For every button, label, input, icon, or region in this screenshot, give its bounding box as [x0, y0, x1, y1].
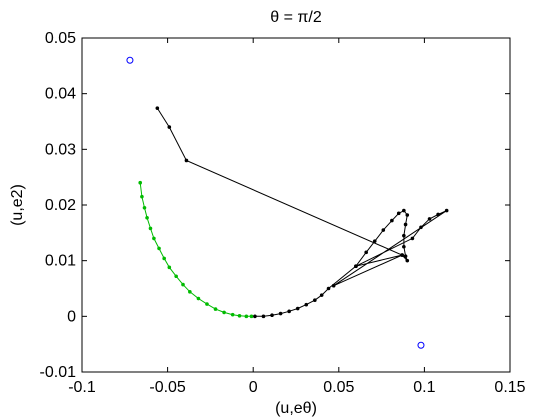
data-point — [138, 180, 143, 185]
data-point — [244, 314, 249, 319]
data-point — [403, 254, 408, 259]
data-point — [237, 313, 242, 318]
series-layer — [126, 56, 449, 349]
chart-title: θ = π/2 — [270, 9, 322, 26]
y-tick-label: 0.03 — [45, 141, 76, 158]
y-tick-label: 0.04 — [45, 86, 76, 103]
marker-circle — [126, 56, 134, 64]
data-point — [287, 309, 291, 314]
data-point — [230, 312, 235, 317]
data-point — [402, 208, 406, 213]
y-tick-label: -0.01 — [40, 364, 77, 381]
data-point — [145, 216, 149, 220]
data-point — [313, 298, 317, 302]
data-point — [402, 233, 406, 238]
data-point — [155, 106, 160, 110]
data-point — [162, 256, 166, 261]
data-point — [354, 264, 358, 269]
data-point — [390, 218, 394, 223]
series-blue-circles — [126, 56, 425, 349]
x-tick-label: 0.05 — [323, 379, 354, 396]
tick-layer: -0.1 -0.05 0 0.05 0.1 0.15 -0.01 0 0.01 0.02 0.03 0… — [40, 30, 526, 396]
data-point — [205, 302, 209, 306]
data-point — [396, 211, 401, 216]
x-tick-label: 0 — [249, 379, 258, 396]
y-tick-label: 0.02 — [45, 197, 76, 214]
x-tick-label: -0.1 — [68, 379, 96, 396]
data-point — [152, 236, 156, 241]
data-point — [410, 236, 415, 241]
data-point — [222, 310, 226, 315]
data-point — [405, 258, 410, 263]
data-point — [261, 314, 266, 319]
data-point — [181, 282, 185, 287]
series-green-dots-line — [138, 180, 254, 319]
data-point — [148, 226, 153, 231]
data-point — [196, 296, 201, 301]
data-point — [436, 212, 440, 217]
data-point — [403, 222, 408, 227]
y-tick-label: 0.05 — [45, 30, 76, 47]
data-point — [253, 314, 257, 319]
data-point — [372, 239, 377, 243]
data-point — [304, 302, 309, 307]
marker-circle — [417, 341, 425, 349]
data-point — [405, 213, 410, 217]
data-point — [278, 311, 283, 316]
data-point — [419, 225, 423, 230]
plot-area — [82, 38, 510, 372]
x-tick-label: 0.15 — [494, 379, 525, 396]
data-point — [249, 314, 254, 319]
data-point — [402, 244, 406, 249]
data-point — [184, 158, 189, 163]
data-point — [188, 290, 192, 294]
data-point — [295, 306, 300, 311]
data-point — [444, 208, 449, 213]
data-point — [331, 283, 336, 288]
data-point — [270, 313, 274, 318]
data-point — [427, 217, 432, 221]
data-point — [381, 228, 386, 232]
data-point — [400, 253, 404, 257]
x-axis-label: (u,eθ) — [275, 400, 317, 417]
x-tick-label: 0.1 — [413, 379, 435, 396]
data-point — [174, 274, 178, 279]
series-black-dots-line — [155, 106, 449, 319]
data-point — [157, 246, 161, 251]
y-tick-label: 0.01 — [45, 253, 76, 270]
data-point — [167, 265, 172, 270]
data-point — [167, 125, 172, 129]
data-point — [364, 250, 368, 255]
y-axis-label: (u,e2) — [9, 184, 26, 226]
data-point — [142, 205, 147, 210]
data-point — [319, 293, 324, 297]
data-point — [326, 286, 331, 291]
y-tick-label: 0 — [67, 308, 76, 325]
data-point — [213, 307, 218, 311]
data-point — [140, 194, 144, 199]
x-tick-label: -0.05 — [149, 379, 186, 396]
